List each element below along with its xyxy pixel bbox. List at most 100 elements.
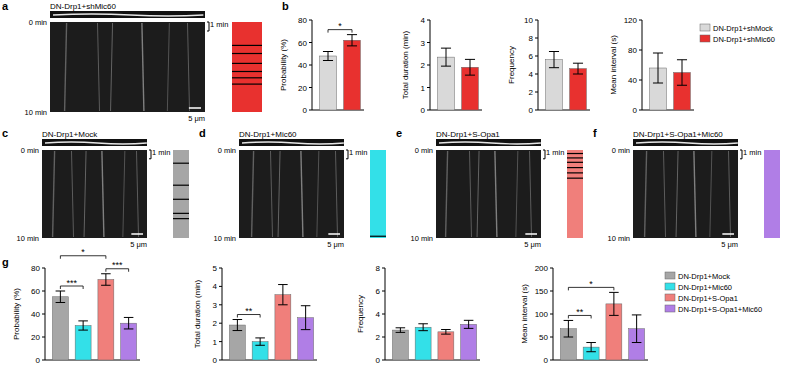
kymograph-image bbox=[436, 150, 541, 238]
y-tick bbox=[42, 360, 45, 361]
y-tick-label: 1 bbox=[213, 338, 218, 347]
y-axis bbox=[642, 20, 643, 110]
y-tick bbox=[219, 304, 222, 305]
time-scale-bar bbox=[740, 150, 742, 159]
mito-strip-line bbox=[53, 14, 203, 16]
y-tick bbox=[535, 20, 538, 21]
y-tick bbox=[382, 291, 385, 292]
y-tick bbox=[309, 87, 312, 88]
y-tick-label: 40 bbox=[628, 76, 637, 85]
y-tick-label: 0 bbox=[529, 106, 534, 115]
legend-label: DN-Drp1+S-Opa1 bbox=[678, 294, 738, 303]
kymograph-streak bbox=[530, 151, 532, 237]
significance-stars: ** bbox=[576, 307, 584, 317]
y-axis-label: Probability (%) bbox=[12, 288, 21, 340]
error-bar bbox=[347, 35, 357, 46]
error-bar bbox=[301, 306, 311, 330]
y-tick bbox=[219, 360, 222, 361]
y-tick-label: 3 bbox=[213, 301, 218, 310]
y-axis-label: Mean interval (s) bbox=[520, 284, 529, 344]
y-axis bbox=[538, 20, 539, 110]
y-axis-label: Mean interval (s) bbox=[609, 35, 618, 95]
kymograph-streak bbox=[111, 23, 113, 111]
kymograph-streak bbox=[252, 151, 254, 237]
kymograph-streak bbox=[271, 151, 273, 237]
y-tick bbox=[219, 268, 222, 269]
kymograph-panel: DN-Drp1+S-Opa10 min10 min1 min5 μm bbox=[410, 130, 583, 249]
y-tick bbox=[309, 42, 312, 43]
y-tick-label: 4 bbox=[529, 70, 534, 79]
y-tick-label: 120 bbox=[624, 16, 638, 25]
bar bbox=[320, 56, 337, 110]
kymograph-streak bbox=[495, 151, 497, 237]
y-tick-label: 4 bbox=[213, 282, 218, 291]
kymograph-streak bbox=[123, 151, 125, 237]
kymograph-image bbox=[50, 22, 205, 112]
space-scale-bar bbox=[189, 107, 201, 109]
bar-chart: 050100150200Mean interval (s)*** bbox=[520, 264, 648, 365]
kymograph-streak bbox=[664, 151, 666, 237]
time-scale-label: 1 min bbox=[152, 148, 170, 157]
y-tick bbox=[639, 110, 642, 111]
y-tick-label: 80 bbox=[31, 264, 40, 273]
space-scale-bar bbox=[525, 233, 537, 235]
kymograph-streak bbox=[446, 151, 448, 237]
mito-strip-line bbox=[242, 142, 344, 144]
figure: abcdefgDN-Drp1+shMic600 min10 min1 min5 … bbox=[0, 0, 788, 373]
kymograph-streak bbox=[694, 151, 696, 237]
kymograph-panel: DN-Drp1+Mock0 min10 min1 min5 μm bbox=[16, 130, 189, 249]
y-tick bbox=[535, 56, 538, 57]
mito-strip bbox=[633, 139, 738, 146]
significance-stars: ** bbox=[245, 306, 253, 316]
y-tick bbox=[219, 341, 222, 342]
y-tick bbox=[535, 74, 538, 75]
y-tick bbox=[427, 20, 430, 21]
event-line bbox=[567, 153, 583, 154]
y-tick-label: 150 bbox=[535, 287, 549, 296]
time-scale-bar bbox=[346, 150, 348, 159]
panel-label: e bbox=[396, 127, 402, 139]
bar bbox=[75, 326, 91, 361]
legend-label: DN-Drp1+shMic60 bbox=[713, 35, 775, 44]
mito-strip-line bbox=[439, 142, 541, 144]
kymograph-streak bbox=[470, 151, 472, 237]
y-tick-label: 80 bbox=[298, 16, 307, 25]
y-tick-label: 0 bbox=[421, 106, 426, 115]
y-tick-label: 0 bbox=[376, 356, 381, 365]
kymograph-title: DN-Drp1+Mock bbox=[42, 130, 98, 139]
time-label: 0 min bbox=[612, 146, 630, 155]
error-bar bbox=[255, 338, 265, 345]
time-label: 10 min bbox=[410, 234, 433, 243]
kymograph-panel: DN-Drp1+Mic600 min10 min1 min5 μm bbox=[213, 130, 386, 249]
time-scale-label: 1 min bbox=[210, 20, 228, 29]
legend-swatch bbox=[665, 283, 675, 290]
y-axis-label: Total duration (min) bbox=[401, 30, 410, 99]
y-tick-label: 3 bbox=[421, 39, 426, 48]
y-tick bbox=[42, 314, 45, 315]
error-bar bbox=[564, 320, 574, 337]
error-bar bbox=[441, 48, 451, 66]
kymograph-image bbox=[42, 150, 147, 238]
error-bar bbox=[609, 292, 619, 315]
y-tick bbox=[42, 291, 45, 292]
kymograph-streak bbox=[137, 151, 139, 237]
space-scale-label: 5 μm bbox=[327, 240, 344, 249]
y-tick-label: 100 bbox=[535, 310, 549, 319]
time-label: 0 min bbox=[29, 18, 47, 27]
y-tick bbox=[550, 337, 553, 338]
y-tick bbox=[382, 314, 385, 315]
y-tick-label: 0 bbox=[213, 356, 218, 365]
event-line bbox=[173, 199, 189, 200]
y-tick-label: 2 bbox=[421, 61, 426, 70]
y-tick bbox=[535, 110, 538, 111]
time-label: 0 min bbox=[218, 146, 236, 155]
y-tick-label: 200 bbox=[535, 264, 549, 273]
space-scale-label: 5 μm bbox=[130, 240, 147, 249]
y-tick bbox=[550, 360, 553, 361]
y-tick-label: 4 bbox=[421, 16, 426, 25]
event-bar bbox=[567, 150, 583, 238]
kymograph-title: DN-Drp1+S-Opa1 bbox=[436, 130, 500, 139]
kymograph-streak bbox=[645, 151, 647, 237]
time-label: 10 min bbox=[213, 234, 236, 243]
y-tick-label: 4 bbox=[376, 310, 381, 319]
